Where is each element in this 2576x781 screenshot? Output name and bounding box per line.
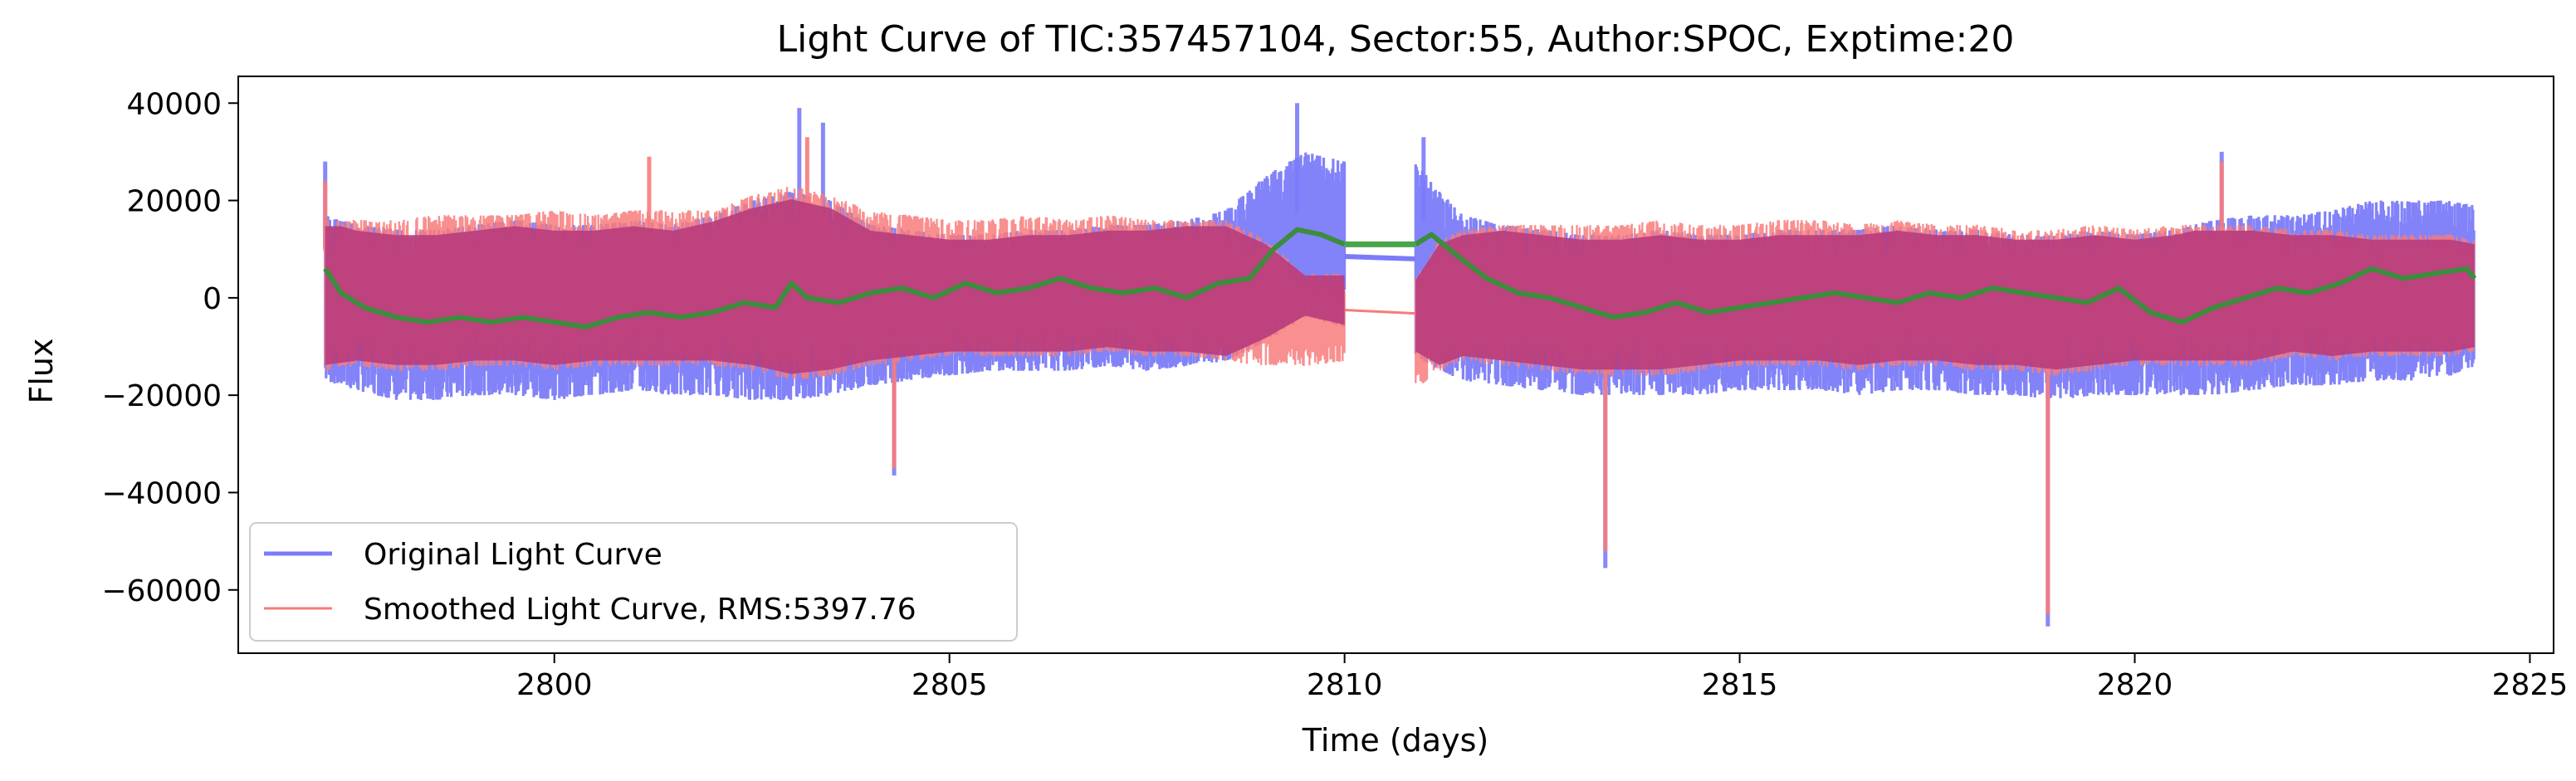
x-tick-label: 2825 xyxy=(2492,668,2569,702)
series-0-gap-line xyxy=(1344,254,1416,261)
x-axis: 2800 2805 2810 2815 2820 2825 xyxy=(516,653,2568,702)
x-tick-label: 2820 xyxy=(2097,668,2173,702)
legend-label-1: Smoothed Light Curve, RMS:5397.76 xyxy=(364,593,917,627)
y-tick-label: 20000 xyxy=(126,185,222,219)
y-tick-label: −20000 xyxy=(101,379,222,413)
y-tick-label: 0 xyxy=(203,282,222,316)
y-tick-label: 40000 xyxy=(126,87,222,121)
plot-area xyxy=(323,103,2477,627)
x-tick-label: 2810 xyxy=(1307,668,1383,702)
y-tick-label: −40000 xyxy=(101,476,222,510)
overlap-band-0 xyxy=(325,199,1345,374)
y-axis-label: Flux xyxy=(23,339,60,404)
y-axis: 40000 20000 0 −20000 −40000 −60000 xyxy=(101,87,238,608)
series-1-gap-line xyxy=(1344,309,1416,315)
legend: Original Light Curve Smoothed Light Curve… xyxy=(249,522,1018,642)
y-tick-label: −60000 xyxy=(101,574,222,608)
legend-box xyxy=(249,522,1018,642)
chart-title: Light Curve of TIC:357457104, Sector:55,… xyxy=(777,18,2015,61)
legend-label-0: Original Light Curve xyxy=(364,538,662,572)
x-tick-label: 2805 xyxy=(912,668,988,702)
trend-line-right xyxy=(1414,232,2477,325)
trend-line-left xyxy=(323,227,1346,329)
axes-frame xyxy=(237,76,2554,654)
x-axis-label: Time (days) xyxy=(1302,722,1488,759)
x-tick-label: 2815 xyxy=(1702,668,1778,702)
x-tick-label: 2800 xyxy=(516,668,593,702)
overlap-tint xyxy=(325,199,2475,374)
overlap-band-1 xyxy=(1415,230,2475,370)
